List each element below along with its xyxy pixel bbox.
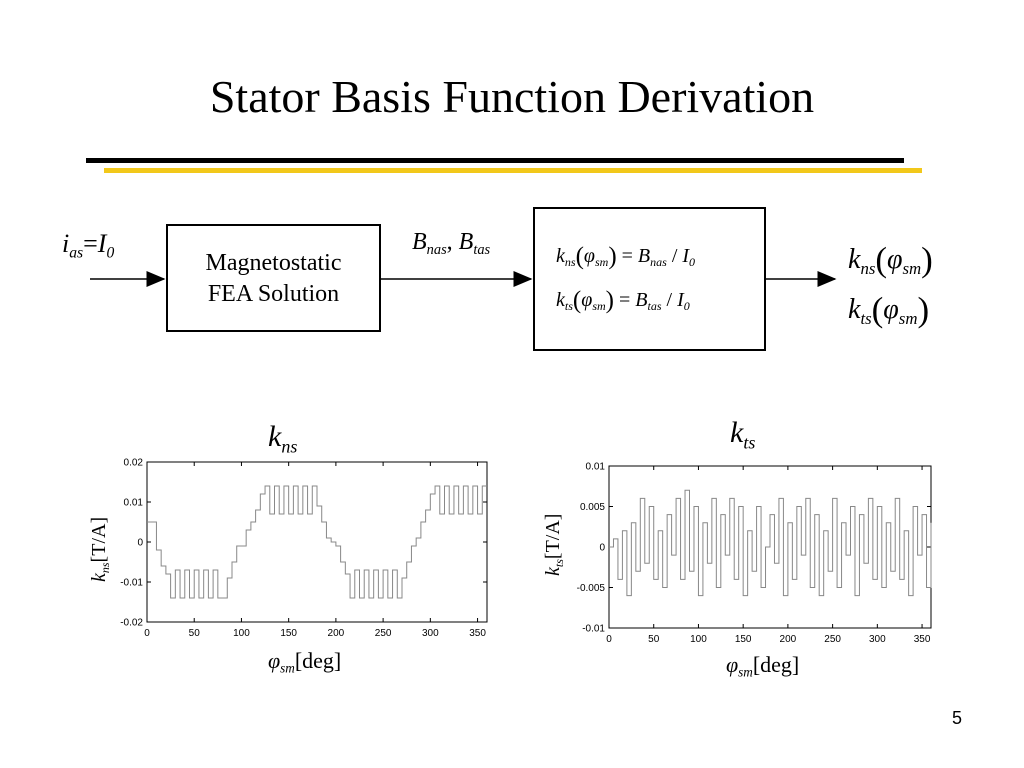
kts-x-tick-label: 150 (735, 634, 752, 645)
fea-solution-block (166, 224, 381, 332)
kns-x-tick-label: 350 (469, 628, 486, 639)
kns-x-tick-label: 0 (144, 628, 150, 639)
flux-density-label: Bnas, Btas (412, 229, 491, 259)
kns-x-axis-label: φsm[deg] (268, 648, 342, 676)
kns-chart-title: kns (268, 420, 298, 457)
kns-x-tick-label: 150 (280, 628, 297, 639)
kts-y-tick-label: 0 (599, 543, 605, 554)
equation-block (533, 207, 766, 351)
equation-kts: kts(φsm) = Btas / I0 (556, 287, 690, 314)
kts-x-tick-label: 300 (869, 634, 886, 645)
output-kns: kns(φsm) (848, 240, 933, 279)
fea-block-label: Magnetostatic FEA Solution (205, 250, 342, 307)
kns-y-tick-label: 0.02 (124, 458, 144, 469)
kts-y-tick-label: -0.01 (582, 624, 605, 635)
slide-title: Stator Basis Function Derivation (209, 71, 815, 122)
kns-x-tick-label: 50 (189, 628, 201, 639)
equation-kns: kns(φsm) = Bnas / I0 (556, 243, 696, 270)
kts-x-tick-label: 0 (606, 634, 612, 645)
kns-series-line (147, 485, 487, 599)
kns-x-tick-label: 250 (375, 628, 392, 639)
kts-chart-title: kts (730, 416, 756, 453)
kts-x-tick-label: 50 (648, 634, 660, 645)
kts-x-tick-label: 250 (824, 634, 841, 645)
kts-y-tick-label: 0.01 (586, 462, 606, 473)
kts-x-tick-label: 100 (690, 634, 707, 645)
kns-y-tick-label: -0.02 (120, 618, 143, 629)
kns-x-tick-label: 100 (233, 628, 250, 639)
kns-y-tick-label: -0.01 (120, 578, 143, 589)
kns-x-tick-label: 300 (422, 628, 439, 639)
kns-y-tick-label: 0 (137, 538, 143, 549)
kts-y-tick-label: 0.005 (580, 502, 605, 513)
kts-y-axis-label: kts[T/A] (542, 513, 567, 576)
kts-series-line (609, 489, 932, 597)
input-current-label: ias=I0 (62, 229, 115, 262)
kts-x-tick-label: 350 (914, 634, 931, 645)
title-rule-black (86, 158, 904, 163)
kns-y-tick-label: 0.01 (124, 498, 144, 509)
kts-x-tick-label: 200 (780, 634, 797, 645)
title-rule-yellow (104, 168, 922, 173)
output-kts: kts(φsm) (848, 290, 930, 329)
flow-arrows (90, 271, 837, 287)
page-number: 5 (951, 708, 962, 728)
kts-y-tick-label: -0.005 (577, 583, 606, 594)
kts-x-axis-label: φsm[deg] (726, 652, 800, 680)
kns-x-tick-label: 200 (328, 628, 345, 639)
